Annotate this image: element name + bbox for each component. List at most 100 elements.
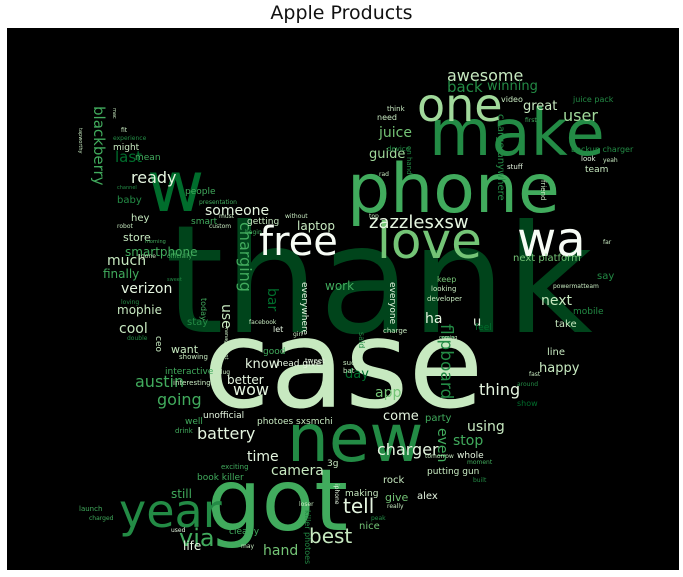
word-phone: phone [347, 150, 560, 229]
word-drink: drink [175, 427, 193, 435]
word-tweet: tweet [305, 357, 325, 365]
word-device: device [387, 145, 410, 153]
word-cloud: thank case got new phone make love wa fr… [7, 28, 679, 570]
word-video: video [501, 95, 523, 104]
word-loving: loving [121, 299, 140, 306]
word-without: without [285, 213, 308, 220]
word-getting: getting [247, 217, 280, 227]
word-channel: channel [117, 185, 137, 191]
word-tell: tell [343, 494, 375, 518]
word-today: today [199, 298, 208, 321]
word-alex: alex [417, 491, 438, 502]
word-great: great [523, 99, 558, 114]
word-still: still [171, 487, 192, 501]
word-iphone: iphone [333, 484, 340, 505]
word-charged: charged [89, 515, 114, 522]
word-love: love [377, 212, 482, 270]
word-fast: fast [529, 371, 541, 378]
word-mac: mac [111, 108, 117, 119]
word-coming: coming [439, 335, 458, 341]
word-smart: smart [191, 217, 218, 227]
word-let: let [273, 325, 284, 334]
word-much: much [107, 253, 147, 269]
word-people: people [185, 187, 216, 197]
word-facebook: facebook [249, 319, 277, 326]
word-developer: developer [427, 295, 463, 303]
word-mophie: mophie [117, 303, 162, 317]
word-far: far [603, 239, 612, 246]
word-someone: someone [205, 203, 270, 219]
word-one: one [417, 78, 503, 132]
word-interactive: interactive [165, 367, 214, 377]
word-app: app [375, 385, 402, 401]
word-look: look [581, 155, 596, 163]
word-management: management [223, 326, 229, 360]
word-cool: cool [119, 321, 148, 337]
word-awesome: awesome [447, 66, 524, 85]
word-officially: officially [167, 253, 192, 260]
word-ha: ha [425, 311, 443, 327]
word-might: might [113, 143, 140, 153]
word-photoes: photoes sxsmchi [257, 417, 333, 427]
word-must: must [219, 213, 235, 220]
word-hey: hey [131, 213, 150, 224]
word-got: got [207, 451, 348, 551]
word-clearly: clearly [229, 527, 260, 537]
word-double: double [127, 335, 148, 342]
word-everywhere: everywhere [299, 282, 309, 336]
word-moment: moment [467, 459, 493, 466]
word-use: use [218, 304, 234, 329]
word-back: back [447, 78, 483, 96]
chart-title: Apple Products [270, 2, 413, 24]
word-feel: feel [475, 323, 492, 333]
word-verizon: verizon [121, 281, 173, 297]
word-blackberry: blackberry [90, 106, 108, 186]
word-loser: loser [299, 501, 314, 508]
word-using: using [467, 419, 505, 435]
word-may: may [241, 543, 255, 550]
word-ceo: ceo [153, 336, 163, 352]
word-day: day [345, 367, 369, 382]
word-finally: finally [103, 267, 140, 281]
word-thing: thing [479, 380, 521, 399]
word-sweet: sweet [167, 277, 182, 283]
word-experience: experience [113, 135, 147, 142]
word-show: show [517, 399, 538, 408]
word-bar: bar [264, 288, 280, 312]
word-going: going [157, 390, 202, 409]
word-whole: whole [457, 451, 484, 461]
word-on-hand: on hand [405, 146, 413, 175]
word-around: around [517, 381, 539, 388]
word-juice: juice [379, 125, 412, 141]
word-come: come [383, 409, 419, 424]
word-exciting: exciting [221, 463, 249, 471]
word-morning: morning [145, 239, 166, 245]
word-via: via [179, 524, 215, 552]
word-3g: 3g [327, 459, 339, 469]
word-zazzlesxsw: zazzlesxsw [369, 212, 469, 233]
word-everyone: everyone [387, 282, 397, 325]
word-winning: winning [487, 79, 538, 94]
word-tapworthy: tapworthy [77, 128, 83, 154]
word-give: give [385, 491, 409, 504]
word-used: used [171, 527, 186, 534]
word-charge: charge [383, 327, 408, 335]
word-even: even [434, 428, 450, 463]
word-think: think [387, 105, 405, 113]
word-rock: rock [383, 475, 405, 486]
word-u: u [473, 315, 482, 330]
word-book-killer: book killer [197, 473, 244, 483]
word-juice-pack: juice pack [573, 95, 614, 104]
word-know: know [245, 357, 280, 372]
word-launch: launch [79, 505, 103, 513]
word-smartphone: smartphone [125, 245, 198, 259]
word-year: year [119, 484, 222, 538]
word-better: better [227, 373, 264, 387]
word-putting-gun: putting gun [427, 467, 480, 477]
word-backup-charger: backup charger [571, 145, 634, 154]
word-mean: mean [135, 153, 161, 163]
word-robot: robot [117, 223, 133, 230]
word-make: make [429, 97, 605, 171]
word-want: want [171, 343, 199, 356]
word-fit: fit [121, 127, 128, 134]
